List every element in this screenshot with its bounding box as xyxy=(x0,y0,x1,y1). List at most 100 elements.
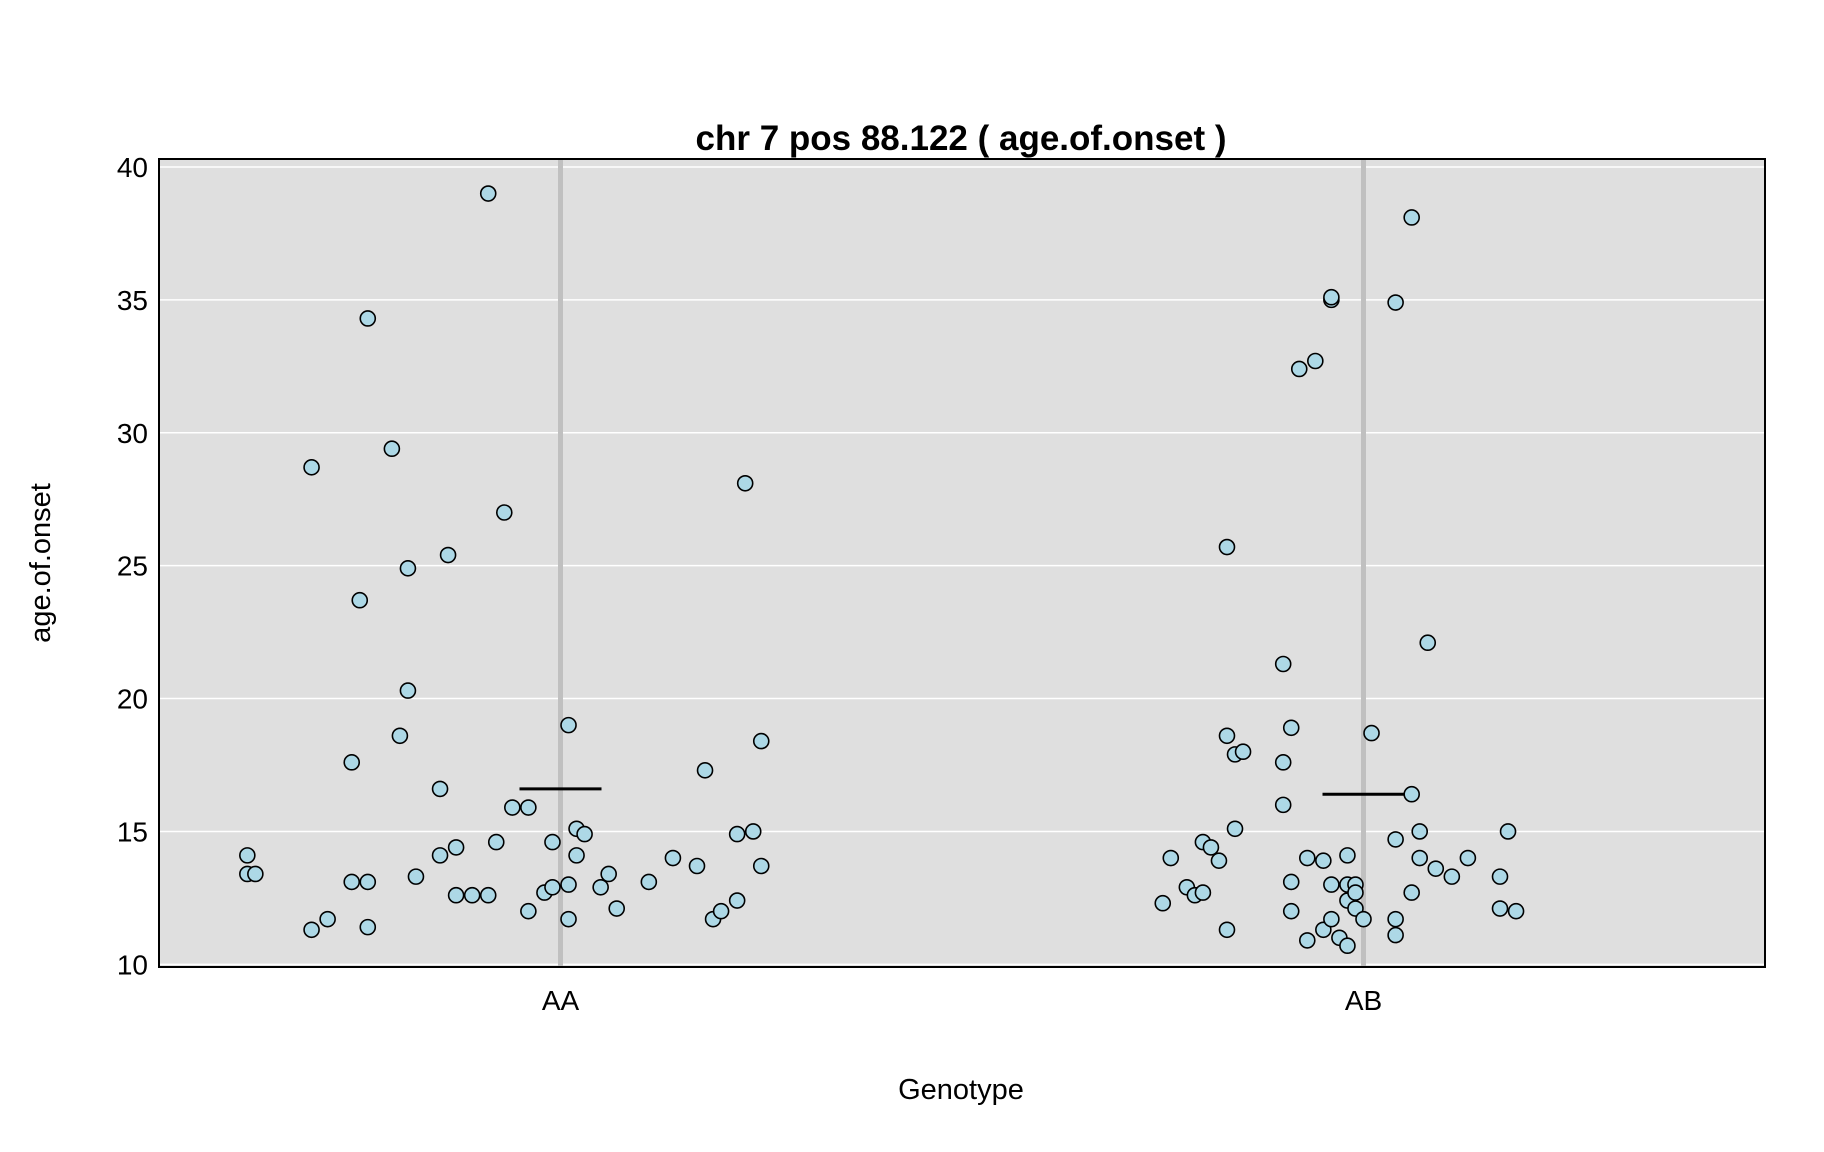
data-point xyxy=(1323,876,1340,893)
data-point xyxy=(319,910,336,928)
data-point xyxy=(544,878,561,896)
data-point xyxy=(520,902,537,920)
data-point xyxy=(1363,724,1380,742)
data-point xyxy=(391,727,409,745)
data-point xyxy=(1339,937,1356,955)
data-point xyxy=(1282,719,1300,737)
mean-markers xyxy=(519,787,1405,796)
data-point xyxy=(712,902,730,920)
data-point xyxy=(592,878,609,896)
data-point xyxy=(544,833,561,851)
data-point xyxy=(399,682,417,699)
data-point xyxy=(1491,900,1509,917)
data-point xyxy=(479,185,497,202)
data-point xyxy=(1290,360,1308,378)
data-point xyxy=(560,716,577,734)
data-point xyxy=(1387,926,1404,944)
data-point xyxy=(303,459,320,476)
x-axis-label: Genotype xyxy=(898,1074,1024,1106)
data-point xyxy=(343,873,361,891)
data-point xyxy=(736,474,754,492)
data-point xyxy=(1403,209,1420,226)
x-tick-label-aa: AA xyxy=(542,985,580,1016)
y-tick-label-20: 20 xyxy=(117,684,148,715)
data-point xyxy=(495,504,513,521)
data-point xyxy=(463,886,481,904)
data-point xyxy=(504,799,521,816)
data-point xyxy=(1339,847,1356,864)
data-point xyxy=(407,868,425,885)
category-lines xyxy=(558,159,1366,967)
data-point xyxy=(728,825,746,843)
data-point xyxy=(1387,294,1404,311)
data-point xyxy=(247,865,264,883)
data-point xyxy=(439,546,457,564)
data-points xyxy=(239,185,1525,955)
data-point xyxy=(1218,921,1236,939)
data-point xyxy=(1226,820,1244,838)
data-point xyxy=(640,873,658,891)
data-point xyxy=(383,440,401,458)
data-point xyxy=(1274,655,1292,673)
data-point xyxy=(1403,884,1420,901)
data-point xyxy=(728,892,746,909)
data-point xyxy=(447,886,465,904)
data-point xyxy=(1194,884,1212,901)
data-point xyxy=(1282,873,1300,891)
data-point xyxy=(1491,868,1509,885)
data-point xyxy=(351,591,369,609)
data-point xyxy=(479,886,497,904)
data-point xyxy=(1443,868,1461,885)
y-tick-label-15: 15 xyxy=(117,816,148,847)
data-point xyxy=(1307,352,1324,370)
grid-lines xyxy=(159,166,1765,966)
plot-frame xyxy=(158,158,1766,968)
data-point xyxy=(1419,634,1437,652)
data-point xyxy=(576,825,593,843)
data-point xyxy=(1315,852,1332,869)
y-axis-label: age.of.onset xyxy=(25,483,57,643)
data-point xyxy=(752,857,770,875)
data-point xyxy=(359,918,377,936)
x-tick-label-ab: AB xyxy=(1345,985,1382,1016)
data-point xyxy=(447,839,465,856)
y-tick-label-40: 40 xyxy=(117,152,148,183)
data-point xyxy=(1202,839,1220,856)
data-point xyxy=(1282,902,1300,920)
data-point xyxy=(560,910,577,928)
data-point xyxy=(696,762,714,779)
data-point xyxy=(664,849,682,867)
data-point xyxy=(1411,849,1429,867)
data-point xyxy=(487,833,505,851)
data-point xyxy=(600,865,617,883)
data-point xyxy=(1218,727,1236,745)
data-point xyxy=(1162,849,1180,867)
data-point xyxy=(359,873,377,891)
y-tick-label-30: 30 xyxy=(117,418,148,449)
y-tick-labels: 10 15 20 25 30 35 40 xyxy=(117,152,148,980)
data-point xyxy=(1387,831,1404,848)
data-point xyxy=(1234,743,1252,761)
data-point xyxy=(1323,910,1340,928)
data-point xyxy=(1274,754,1292,771)
data-point xyxy=(560,876,577,893)
data-point xyxy=(431,847,449,864)
chart-title: chr 7 pos 88.122 ( age.of.onset ) xyxy=(696,119,1227,158)
data-point xyxy=(343,754,361,771)
data-point xyxy=(1323,288,1340,306)
data-point xyxy=(1274,796,1292,814)
data-point xyxy=(520,799,537,816)
data-point xyxy=(431,780,449,798)
data-point xyxy=(1387,910,1404,928)
data-point xyxy=(239,847,256,864)
data-point xyxy=(744,823,762,840)
data-point xyxy=(688,857,706,875)
data-point xyxy=(1427,860,1445,877)
data-point xyxy=(399,560,417,577)
y-tick-label-25: 25 xyxy=(117,551,148,582)
data-point xyxy=(1459,849,1477,867)
x-tick-labels: AA AB xyxy=(542,985,1382,1016)
data-point xyxy=(1411,823,1429,840)
y-tick-label-35: 35 xyxy=(117,285,148,316)
